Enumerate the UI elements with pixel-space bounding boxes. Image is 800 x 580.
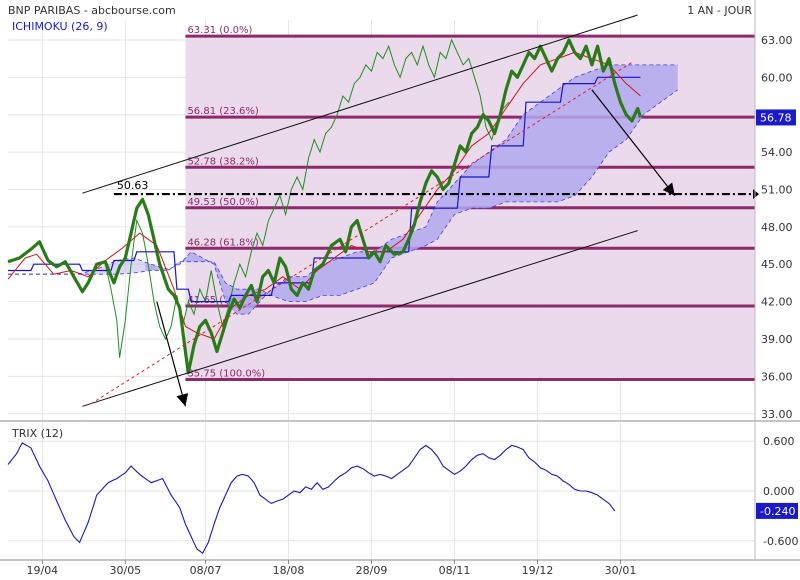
x-tick-label: 08/11 (439, 564, 471, 577)
fibonacci-levels: 63.31 (0.0%) 56.81 (23.6%) 52.78 (38.2%) 49… (185, 25, 755, 382)
trix-last-badge (756, 502, 798, 519)
trix-series (7, 442, 616, 555)
tenkan-line (7, 51, 641, 340)
period-label: 1 AN - JOUR (687, 4, 752, 17)
trix-last-value: -0.240 (760, 505, 795, 518)
fib-label: 56.81 (23.6%) (187, 106, 258, 117)
last-price-badge (756, 109, 796, 126)
ichimoku-label: ICHIMOKU (26, 9) (12, 20, 108, 33)
price-series (7, 38, 643, 375)
x-axis: 19/04 30/05 08/07 18/08 28/09 08/11 19/12 30/01 (26, 560, 636, 577)
x-tick-label: 28/09 (356, 564, 388, 577)
trend-arrow-head (662, 182, 675, 196)
panel-frames (0, 0, 800, 561)
support-label: 50.63 (117, 179, 148, 192)
price-tick-label: 60.00 (761, 71, 793, 84)
fib-label: 52.78 (38.2%) (187, 156, 258, 167)
trend-arrow-head (176, 393, 189, 407)
price-tick-label: 54.00 (761, 146, 793, 159)
price-tick-label: 36.00 (761, 370, 793, 383)
price-y-axis: 33.00 36.00 39.00 42.00 45.00 48.00 51.00 54.00… (756, 34, 796, 421)
x-tick-label: 18/08 (273, 564, 305, 577)
channel-lower-line (82, 230, 638, 407)
price-tick-label: 63.00 (761, 34, 793, 47)
price-tick-label: 42.00 (761, 296, 793, 309)
price-tick-label: 45.00 (761, 258, 793, 271)
fib-label: 49.53 (50.0%) (187, 197, 258, 208)
support-line-arrowhead (753, 189, 759, 200)
fib-label: 46.28 (61.8%) (187, 237, 258, 248)
cloud-area (145, 64, 678, 315)
last-price-value: 56.78 (760, 111, 792, 124)
x-tick-label: 30/01 (605, 564, 637, 577)
price-tick-label: 39.00 (761, 333, 793, 346)
trix-line (7, 442, 616, 555)
trix-tick-label: 0.600 (763, 435, 795, 448)
trix-tick-label: -0.600 (763, 535, 798, 548)
trix-y-axis: 0.600 0.000 -0.600 -0.240 (756, 435, 798, 548)
price-tick-label: 51.00 (761, 183, 793, 196)
trend-arrow (156, 301, 187, 407)
annotations: 50.63 (82, 14, 759, 407)
x-tick-label: 19/12 (522, 564, 554, 577)
trend-arrow (591, 89, 676, 197)
price-tick-label: 48.00 (761, 221, 793, 234)
trix-tick-label: 0.000 (763, 485, 795, 498)
x-tick-label: 08/07 (190, 564, 222, 577)
fib-label: 63.31 (0.0%) (187, 25, 252, 36)
x-tick-label: 19/04 (26, 564, 58, 577)
fib-label: 35.75 (100.0%) (187, 369, 265, 380)
price-tick-label: 33.00 (761, 408, 793, 421)
chart-title: BNP PARIBAS - abcbourse.com (8, 4, 176, 17)
close-price-line (7, 38, 643, 375)
trix-label: TRIX (12) (11, 427, 63, 440)
fib-label: 41.65 (76.4%) (187, 295, 258, 306)
chikou-line (104, 38, 510, 358)
channel-upper-line (82, 14, 638, 194)
channel-mid-dotted-line (90, 61, 633, 405)
x-tick-label: 30/05 (109, 564, 141, 577)
